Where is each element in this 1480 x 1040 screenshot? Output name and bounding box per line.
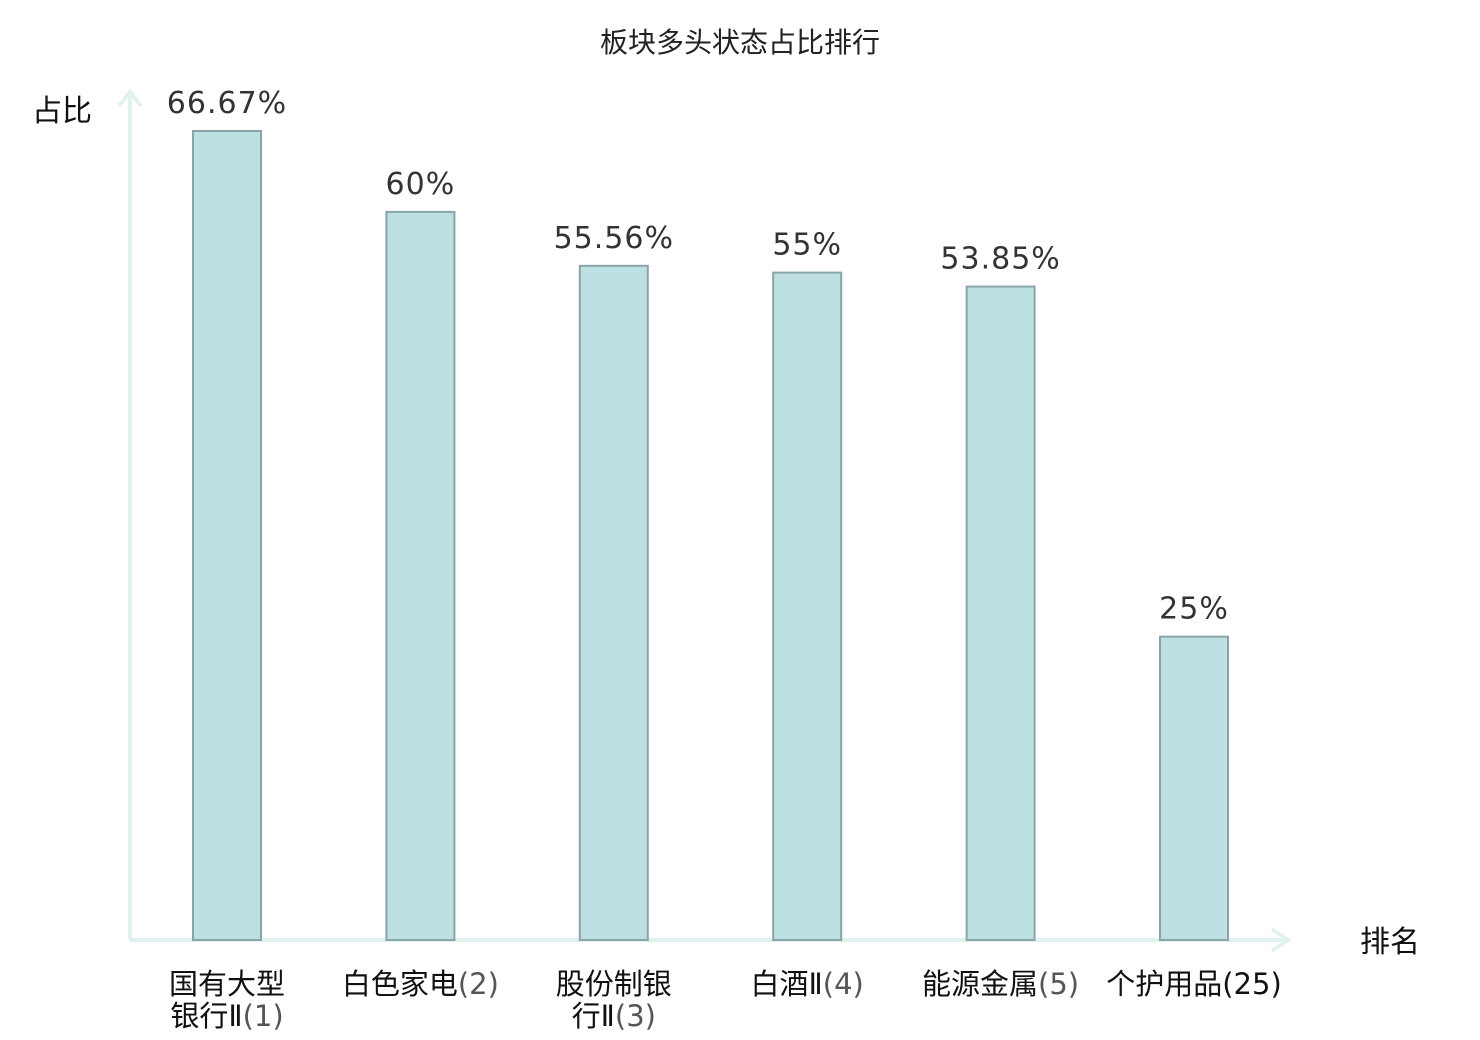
category-label-line: 白酒Ⅱ(4): [751, 967, 864, 1001]
category-label-6: 个护用品(25): [1106, 967, 1282, 1001]
category-rank: (5): [1038, 967, 1079, 1001]
chart-title: 板块多头状态占比排行: [600, 26, 880, 59]
category-rank: (25): [1222, 967, 1282, 1001]
y-axis-arrow: [117, 88, 143, 108]
category-labels-group: 国有大型银行Ⅱ(1) 白色家电(2) 股份制银行Ⅱ(3) 白酒Ⅱ(4) 能源金属(5) 个…: [169, 967, 1282, 1033]
y-axis-label: 占比: [32, 94, 92, 129]
category-label-5: 能源金属(5): [922, 967, 1079, 1001]
category-rank: (3): [615, 999, 656, 1033]
value-label-1: 66.67%: [167, 86, 287, 121]
value-label-4: 55%: [772, 228, 842, 263]
value-labels-group: 66.67% 60% 55.56% 55% 53.85% 25%: [167, 86, 1229, 627]
category-label-line: 能源金属(5): [922, 967, 1079, 1001]
bar-6: [1159, 635, 1229, 942]
category-label-3: 股份制银行Ⅱ(3): [556, 967, 672, 1033]
bars-group: [192, 130, 1229, 942]
value-label-5: 53.85%: [940, 242, 1060, 277]
bar-3: [578, 264, 649, 941]
value-label-3: 55.56%: [554, 221, 674, 256]
bar-5: [965, 285, 1036, 941]
category-label-line: 银行Ⅱ(1): [170, 999, 283, 1033]
category-label-2: 白色家电(2): [342, 967, 499, 1001]
category-rank: (4): [823, 967, 864, 1001]
axes: [117, 88, 1292, 953]
bar-1: [192, 130, 262, 941]
bar-4: [772, 271, 843, 941]
bar-2: [385, 210, 456, 941]
category-rank: (2): [458, 967, 499, 1001]
category-rank: (1): [243, 999, 284, 1033]
category-label-line: 国有大型: [169, 967, 285, 1001]
category-label-line: 个护用品(25): [1106, 967, 1282, 1001]
value-label-2: 60%: [386, 167, 456, 202]
category-label-line: 白色家电(2): [342, 967, 499, 1001]
category-label-1: 国有大型银行Ⅱ(1): [169, 967, 285, 1033]
category-label-4: 白酒Ⅱ(4): [751, 967, 864, 1001]
x-axis-arrow: [1270, 927, 1292, 953]
value-label-6: 25%: [1159, 592, 1229, 627]
category-label-line: 股份制银: [556, 967, 672, 1001]
category-label-line: 行Ⅱ(3): [572, 999, 656, 1033]
x-axis-label: 排名: [1360, 925, 1420, 960]
